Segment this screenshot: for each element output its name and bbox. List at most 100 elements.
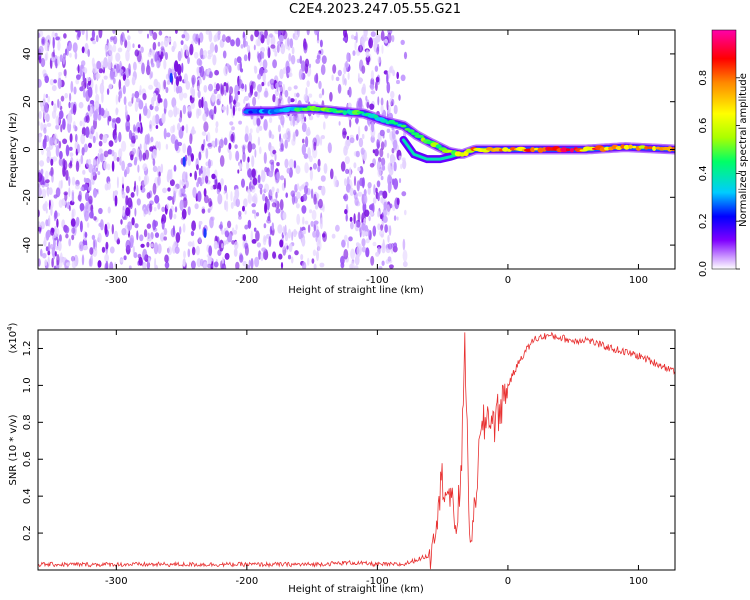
noise-speck xyxy=(137,164,140,173)
noise-speck xyxy=(128,265,132,269)
noise-speck xyxy=(94,100,100,110)
noise-speck xyxy=(81,30,85,36)
noise-speck xyxy=(182,143,187,154)
noise-speck xyxy=(392,139,398,150)
noise-speck xyxy=(152,32,158,40)
noise-speck xyxy=(344,156,350,165)
noise-speck xyxy=(146,241,150,248)
noise-speck xyxy=(218,224,223,230)
noise-speck xyxy=(162,187,167,194)
noise-speck xyxy=(112,44,117,53)
noise-speck xyxy=(393,178,399,190)
noise-speck xyxy=(179,199,184,211)
noise-speck xyxy=(57,77,62,90)
noise-speck xyxy=(287,37,290,47)
noise-speck xyxy=(98,222,103,227)
x-tick-label: 100 xyxy=(629,576,648,587)
noise-speck xyxy=(389,203,393,209)
noise-speck xyxy=(206,166,211,179)
noise-speck xyxy=(125,207,131,217)
noise-speck xyxy=(131,147,137,155)
noise-speck xyxy=(277,224,283,234)
noise-speck xyxy=(58,140,62,149)
noise-speck xyxy=(288,53,292,62)
noise-speck xyxy=(313,220,319,225)
noise-speck xyxy=(137,126,141,133)
noise-speck xyxy=(253,65,257,71)
noise-speck xyxy=(125,119,131,131)
noise-speck xyxy=(124,104,128,113)
noise-speck xyxy=(279,92,283,102)
noise-speck xyxy=(118,131,122,143)
noise-speck xyxy=(114,134,118,144)
noise-speck xyxy=(348,236,353,242)
noise-speck xyxy=(178,189,181,198)
noise-speck xyxy=(219,138,224,149)
noise-speck xyxy=(304,58,310,67)
noise-speck xyxy=(274,96,278,108)
noise-speck xyxy=(223,65,229,77)
noise-speck xyxy=(402,249,408,262)
noise-speck xyxy=(319,39,323,48)
noise-speck xyxy=(139,143,142,151)
noise-speck xyxy=(64,48,68,56)
noise-speck xyxy=(343,30,347,38)
noise-speck xyxy=(198,220,203,225)
noise-speck xyxy=(279,81,283,86)
noise-speck xyxy=(55,187,61,198)
noise-speck xyxy=(113,155,117,162)
noise-speck xyxy=(144,174,150,185)
noise-speck xyxy=(86,83,89,90)
noise-speck xyxy=(404,209,407,216)
noise-speck xyxy=(170,125,175,134)
noise-speck xyxy=(177,86,183,94)
noise-speck xyxy=(332,64,337,74)
noise-speck xyxy=(60,95,65,102)
noise-speck xyxy=(361,133,365,140)
noise-speck xyxy=(364,209,370,217)
noise-speck xyxy=(198,167,201,177)
noise-speck xyxy=(174,246,180,254)
noise-speck xyxy=(154,232,160,238)
noise-speck xyxy=(313,30,319,36)
noise-speck xyxy=(152,158,156,167)
noise-speck xyxy=(352,50,356,56)
noise-speck xyxy=(78,190,82,202)
noise-speck xyxy=(88,258,92,267)
ridge-blob xyxy=(628,144,633,149)
noise-speck xyxy=(221,229,224,235)
noise-speck xyxy=(167,246,173,256)
noise-speck xyxy=(134,180,137,190)
noise-speck xyxy=(375,76,380,83)
noise-speck xyxy=(58,100,62,108)
noise-speck xyxy=(210,216,215,221)
noise-speck xyxy=(135,135,138,140)
noise-speck xyxy=(45,93,48,99)
noise-speck xyxy=(284,224,287,236)
noise-speck xyxy=(39,100,44,108)
noise-speck-blue xyxy=(169,72,173,83)
noise-speck xyxy=(365,95,368,102)
noise-speck xyxy=(174,139,179,152)
noise-speck xyxy=(284,139,289,149)
noise-speck xyxy=(215,83,220,92)
noise-speck xyxy=(234,93,239,102)
noise-speck xyxy=(331,74,334,81)
noise-speck xyxy=(215,126,219,134)
noise-speck xyxy=(294,98,297,104)
noise-speck xyxy=(72,42,78,53)
noise-speck xyxy=(51,246,56,258)
noise-speck xyxy=(401,191,407,197)
noise-speck xyxy=(302,193,308,202)
noise-speck xyxy=(160,51,164,60)
noise-speck xyxy=(356,134,359,141)
noise-speck xyxy=(263,90,269,98)
noise-speck xyxy=(81,147,85,156)
noise-speck xyxy=(91,208,94,219)
noise-speck xyxy=(72,208,76,217)
noise-speck xyxy=(379,129,385,137)
noise-speck xyxy=(370,70,374,80)
noise-speck xyxy=(154,51,160,63)
noise-speck xyxy=(276,171,281,181)
noise-speck xyxy=(122,37,126,42)
